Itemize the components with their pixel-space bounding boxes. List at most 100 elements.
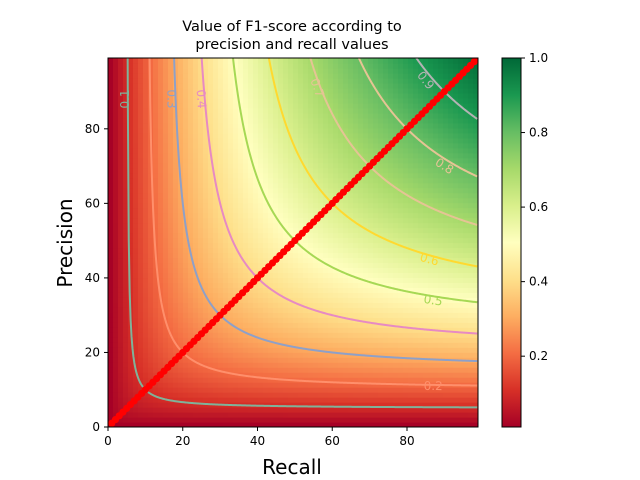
heatmap-cell	[233, 67, 239, 74]
heatmap-cell	[333, 397, 339, 403]
heatmap-cell	[238, 407, 244, 413]
heatmap-cell	[328, 387, 334, 393]
heatmap-cell	[403, 197, 409, 204]
heatmap-cell	[108, 62, 114, 69]
heatmap-cell	[358, 192, 364, 199]
heatmap-cell	[243, 177, 249, 184]
heatmap-cell	[278, 302, 284, 308]
heatmap-cell	[238, 387, 244, 393]
heatmap-cell	[218, 67, 224, 74]
heatmap-cell	[193, 347, 199, 353]
heatmap-cell	[233, 392, 239, 398]
heatmap-cell	[428, 387, 434, 393]
heatmap-cell	[398, 72, 404, 79]
heatmap-cell	[168, 247, 174, 254]
heatmap-cell	[433, 182, 439, 189]
heatmap-cell	[123, 262, 129, 269]
heatmap-cell	[443, 422, 449, 427]
heatmap-cell	[338, 382, 344, 388]
heatmap-cell	[108, 97, 114, 104]
heatmap-cell	[173, 187, 179, 194]
heatmap-cell	[243, 167, 249, 174]
heatmap-cell	[278, 67, 284, 74]
heatmap-cell	[268, 212, 274, 219]
heatmap-cell	[408, 132, 414, 139]
heatmap-cell	[398, 77, 404, 84]
heatmap-cell	[328, 82, 334, 89]
heatmap-cell	[298, 62, 304, 69]
heatmap-cell	[343, 412, 349, 418]
heatmap-cell	[343, 137, 349, 144]
heatmap-cell	[143, 82, 149, 89]
heatmap-cell	[228, 187, 234, 194]
heatmap-cell	[373, 97, 379, 104]
heatmap-cell	[183, 342, 189, 348]
heatmap-cell	[368, 207, 374, 214]
heatmap-cell	[443, 412, 449, 418]
heatmap-cell	[108, 122, 114, 129]
heatmap-cell	[223, 297, 229, 303]
heatmap-cell	[228, 182, 234, 189]
heatmap-cell	[418, 212, 424, 219]
heatmap-cell	[253, 302, 259, 308]
heatmap-cell	[418, 232, 424, 239]
heatmap-cell	[268, 367, 274, 373]
heatmap-cell	[428, 267, 434, 274]
heatmap-cell	[163, 332, 169, 338]
heatmap-cell	[438, 402, 444, 408]
heatmap-cell	[223, 202, 229, 209]
heatmap-cell	[128, 392, 134, 398]
heatmap-cell	[158, 137, 164, 144]
heatmap-cell	[183, 272, 189, 279]
heatmap-cell	[393, 77, 399, 84]
heatmap-cell	[318, 182, 324, 189]
heatmap-cell	[313, 417, 319, 423]
heatmap-cell	[378, 157, 384, 164]
heatmap-cell	[148, 362, 154, 368]
heatmap-cell	[413, 58, 419, 64]
heatmap-cell	[243, 272, 249, 279]
heatmap-cell	[303, 417, 309, 423]
heatmap-cell	[238, 337, 244, 343]
heatmap-cell	[318, 347, 324, 353]
heatmap-cell	[293, 337, 299, 343]
heatmap-cell	[353, 372, 359, 378]
heatmap-cell	[248, 307, 254, 313]
heatmap-cell	[213, 207, 219, 214]
heatmap-cell	[123, 162, 129, 169]
heatmap-cell	[153, 337, 159, 343]
heatmap-cell	[403, 347, 409, 353]
heatmap-cell	[273, 97, 279, 104]
heatmap-cell	[353, 162, 359, 169]
heatmap-cell	[403, 342, 409, 348]
heatmap-cell	[438, 277, 444, 283]
heatmap-cell	[198, 302, 204, 308]
heatmap-cell	[198, 257, 204, 264]
heatmap-cell	[343, 147, 349, 154]
heatmap-cell	[313, 237, 319, 244]
heatmap-cell	[108, 252, 114, 259]
heatmap-cell	[263, 132, 269, 139]
heatmap-cell	[163, 237, 169, 244]
heatmap-cell	[338, 387, 344, 393]
heatmap-cell	[293, 187, 299, 194]
heatmap-cell	[373, 92, 379, 99]
heatmap-cell	[413, 177, 419, 184]
heatmap-cell	[128, 92, 134, 99]
heatmap-cell	[373, 412, 379, 418]
heatmap-cell	[358, 392, 364, 398]
heatmap-cell	[208, 97, 214, 104]
heatmap-cell	[283, 267, 289, 274]
heatmap-cell	[388, 172, 394, 179]
heatmap-cell	[333, 367, 339, 373]
heatmap-cell	[118, 67, 124, 74]
heatmap-cell	[248, 97, 254, 104]
heatmap-cell	[163, 137, 169, 144]
heatmap-cell	[248, 67, 254, 74]
heatmap-cell	[108, 267, 114, 274]
heatmap-cell	[188, 87, 194, 94]
heatmap-cell	[378, 272, 384, 279]
heatmap-cell	[243, 247, 249, 254]
heatmap-cell	[403, 62, 409, 69]
heatmap-cell	[113, 337, 119, 343]
